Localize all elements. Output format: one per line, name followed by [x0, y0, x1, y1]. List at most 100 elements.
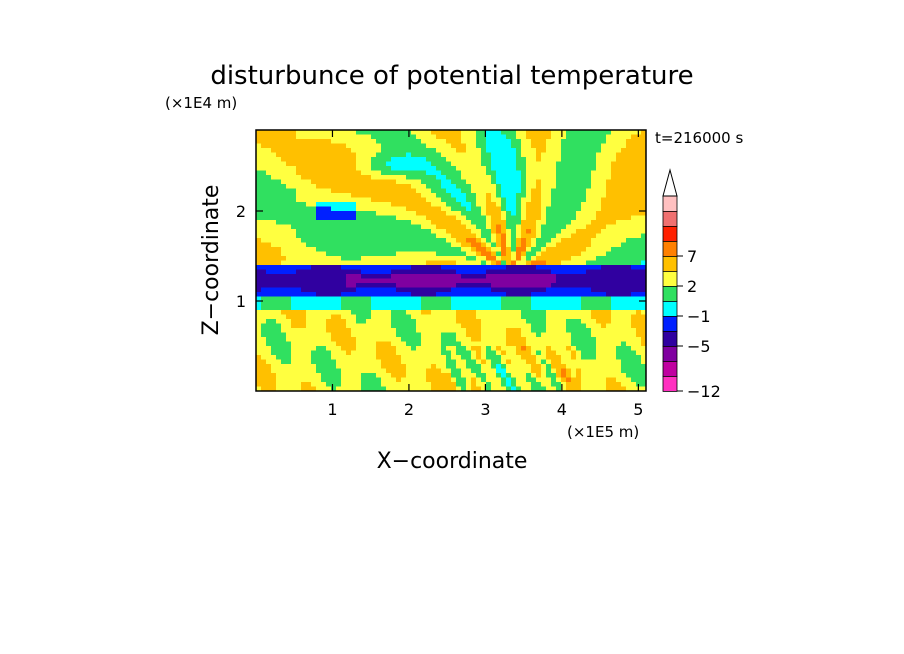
field-cell: [461, 211, 467, 217]
field-cell: [261, 170, 267, 176]
field-cell: [641, 206, 646, 212]
field-cell: [436, 314, 442, 320]
field-cell: [521, 130, 527, 136]
field-cell: [586, 197, 592, 203]
field-cell: [291, 148, 297, 154]
field-cell: [361, 175, 367, 181]
field-cell: [591, 265, 597, 271]
field-cell: [451, 305, 457, 311]
field-cell: [501, 346, 507, 352]
field-cell: [526, 319, 532, 325]
field-cell: [501, 323, 507, 329]
field-cell: [491, 382, 497, 388]
field-cell: [336, 256, 342, 262]
field-cell: [636, 265, 642, 271]
field-cell: [566, 373, 572, 379]
field-cell: [566, 274, 572, 280]
field-cell: [256, 238, 262, 244]
field-cell: [551, 278, 557, 284]
field-cell: [376, 292, 382, 298]
field-cell: [581, 238, 587, 244]
field-cell: [556, 310, 562, 316]
field-cell: [541, 373, 547, 379]
field-cell: [501, 157, 507, 163]
field-cell: [356, 166, 362, 172]
field-cell: [276, 206, 282, 212]
field-cell: [451, 143, 457, 149]
field-cell: [436, 359, 442, 365]
field-cell: [431, 319, 437, 325]
field-cell: [631, 220, 637, 226]
field-cell: [491, 332, 497, 338]
field-cell: [411, 179, 417, 185]
field-cell: [331, 337, 337, 343]
field-cell: [636, 328, 642, 334]
field-cell: [351, 359, 357, 365]
field-cell: [541, 130, 547, 136]
field-cell: [501, 319, 507, 325]
field-cell: [451, 152, 457, 158]
field-cell: [336, 301, 342, 307]
field-cell: [366, 206, 372, 212]
field-cell: [641, 202, 646, 208]
field-cell: [561, 296, 567, 302]
field-cell: [411, 170, 417, 176]
field-cell: [616, 229, 622, 235]
field-cell: [371, 319, 377, 325]
field-cell: [551, 364, 557, 370]
field-cell: [311, 197, 317, 203]
field-cell: [346, 139, 352, 145]
field-cell: [451, 157, 457, 163]
field-cell: [506, 305, 512, 311]
field-cell: [571, 337, 577, 343]
field-cell: [436, 346, 442, 352]
field-cell: [491, 296, 497, 302]
field-cell: [576, 134, 582, 140]
field-cell: [601, 274, 607, 280]
field-cell: [556, 139, 562, 145]
field-cell: [271, 319, 277, 325]
field-cell: [576, 166, 582, 172]
field-cell: [606, 242, 612, 248]
field-cell: [411, 296, 417, 302]
field-cell: [311, 337, 317, 343]
field-cell: [321, 278, 327, 284]
field-cell: [346, 287, 352, 293]
field-cell: [476, 166, 482, 172]
field-cell: [581, 202, 587, 208]
field-cell: [356, 301, 362, 307]
field-cell: [496, 202, 502, 208]
field-cell: [356, 139, 362, 145]
field-cell: [431, 382, 437, 388]
field-cell: [276, 359, 282, 365]
field-cell: [286, 202, 292, 208]
field-cell: [266, 278, 272, 284]
field-cell: [416, 143, 422, 149]
field-cell: [471, 319, 477, 325]
field-cell: [371, 341, 377, 347]
field-cell: [571, 301, 577, 307]
field-cell: [626, 301, 632, 307]
field-cell: [501, 211, 507, 217]
field-cell: [511, 215, 517, 221]
field-cell: [301, 152, 307, 158]
field-cell: [426, 175, 432, 181]
field-cell: [521, 337, 527, 343]
field-cell: [351, 323, 357, 329]
field-cell: [271, 359, 277, 365]
field-cell: [456, 373, 462, 379]
field-cell: [321, 206, 327, 212]
field-cell: [336, 211, 342, 217]
field-cell: [571, 287, 577, 293]
field-cell: [561, 346, 567, 352]
field-cell: [586, 301, 592, 307]
field-cell: [631, 188, 637, 194]
field-cell: [316, 130, 322, 136]
field-cell: [316, 341, 322, 347]
colorbar-swatch: [662, 330, 678, 347]
field-cell: [376, 265, 382, 271]
field-cell: [331, 152, 337, 158]
field-cell: [366, 341, 372, 347]
field-cell: [331, 359, 337, 365]
field-cell: [611, 274, 617, 280]
